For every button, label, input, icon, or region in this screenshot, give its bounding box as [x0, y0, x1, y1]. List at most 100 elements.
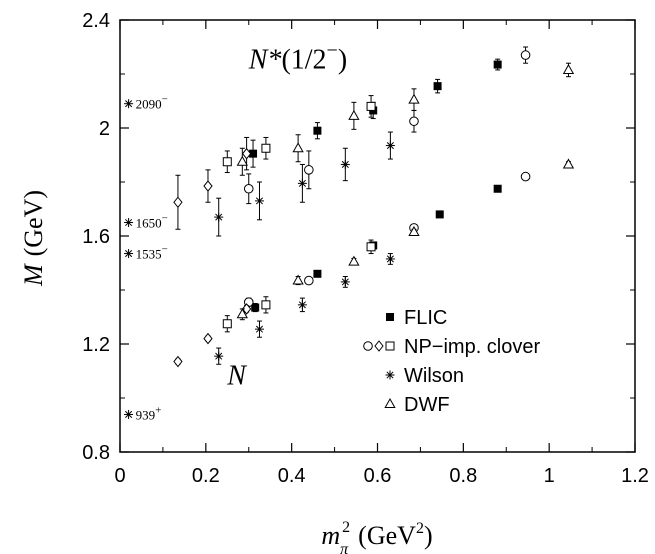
data-marks: [173, 46, 575, 368]
filled-square-marker: [313, 126, 322, 135]
data-point: [222, 157, 232, 167]
filled-square-marker: [435, 210, 444, 219]
open-triangle-marker: [408, 225, 420, 236]
y-tick-label: 2: [99, 118, 110, 140]
experimental-parity: +: [155, 404, 161, 416]
open-diamond-marker: [241, 303, 252, 315]
annotation-nstar: N*(1/2−): [248, 40, 347, 76]
experimental-point: [124, 99, 134, 109]
asterisk-stroke: [386, 371, 394, 379]
x-axis-superscript: 2: [342, 519, 350, 536]
experimental-label: 939+: [136, 404, 162, 422]
asterisk-stroke: [386, 142, 394, 150]
asterisk-stroke: [125, 410, 133, 419]
open-triangle-marker: [236, 155, 248, 166]
legend-label: NP−imp. clover: [404, 336, 540, 358]
data-point: [261, 143, 271, 153]
data-point: [409, 116, 419, 127]
x-axis-label: m 2 π (GeV2): [321, 519, 432, 554]
data-point: [408, 225, 420, 236]
legend-marker: [385, 341, 395, 351]
data-point: [249, 149, 258, 158]
open-circle-marker: [409, 116, 419, 127]
data-point: [408, 93, 420, 104]
open-square-marker: [222, 319, 232, 329]
x-tick-labels: 0 0.2 0.4 0.6 0.8 1 1.2: [114, 465, 648, 487]
data-point: [241, 147, 252, 160]
data-point: [254, 324, 264, 334]
x-tick-label: 1: [544, 465, 555, 487]
open-square-marker: [366, 242, 376, 252]
y-axis-label: M (GeV): [19, 190, 48, 287]
data-point: [297, 300, 307, 310]
experimental-parity: −: [162, 94, 168, 106]
x-axis-unit-pre: (GeV: [358, 521, 416, 550]
data-point: [243, 183, 254, 194]
open-triangle-marker: [408, 93, 420, 104]
open-triangle-marker: [348, 109, 360, 120]
data-point: [214, 212, 224, 222]
asterisk-stroke: [125, 218, 133, 227]
experimental-point: [124, 218, 134, 227]
asterisk-stroke: [215, 352, 223, 360]
open-square-marker: [385, 341, 395, 351]
y-axis-unit: (GeV): [19, 190, 48, 256]
x-axis-subscript: π: [340, 541, 349, 554]
open-square-marker: [366, 101, 376, 111]
asterisk-stroke: [215, 213, 223, 221]
annotation-text: N: [226, 361, 247, 392]
annotation-text: N*: [248, 45, 282, 76]
open-triangle-marker: [384, 397, 396, 408]
x-tick-label: 0.6: [364, 465, 392, 487]
y-axis-symbol: M: [19, 263, 48, 287]
data-point: [520, 50, 531, 60]
data-point: [297, 178, 307, 188]
experimental-parity: −: [162, 244, 168, 256]
open-circle-marker: [520, 171, 531, 182]
annotation-parity: −: [327, 40, 338, 62]
data-point: [313, 126, 322, 135]
data-point: [435, 210, 444, 219]
asterisk-stroke: [125, 250, 133, 258]
legend-label: Wilson: [404, 365, 464, 387]
data-point: [236, 308, 248, 319]
experimental-marks: 2090− 1650− 1535− 939+: [124, 94, 168, 422]
asterisk-stroke: [125, 100, 133, 108]
data-point: [236, 155, 248, 166]
open-circle-marker: [520, 50, 531, 60]
data-point: [493, 184, 502, 193]
open-diamond-marker: [203, 180, 213, 192]
data-point: [366, 101, 376, 111]
data-point: [203, 332, 213, 345]
experimental-point: [124, 249, 134, 259]
open-square-marker: [261, 143, 271, 153]
y-tick-label: 1.2: [82, 334, 110, 356]
data-point: [493, 60, 502, 69]
data-point: [348, 255, 360, 266]
data-point: [340, 159, 350, 169]
open-triangle-marker: [292, 274, 304, 285]
data-point: [366, 242, 376, 252]
data-point: [562, 158, 575, 169]
data-point: [241, 303, 252, 315]
legend-marker: [386, 313, 394, 321]
open-diamond-marker: [241, 147, 252, 160]
experimental-parity: −: [162, 213, 168, 225]
data-point: [254, 196, 264, 206]
data-point: [292, 142, 304, 153]
open-circle-marker: [304, 165, 314, 175]
legend: FLIC NP−imp. clover Wilson DWF: [363, 307, 540, 416]
x-tick-label: 0.2: [192, 465, 220, 487]
data-point: [251, 303, 260, 312]
open-square-marker: [222, 157, 232, 167]
asterisk-stroke: [386, 255, 394, 263]
x-axis-unit-sup: 2: [416, 520, 424, 537]
x-tick-label: 0.4: [278, 465, 306, 487]
data-point: [433, 82, 442, 91]
y-tick-label: 0.8: [82, 442, 110, 464]
x-tick-label: 0: [114, 465, 125, 487]
data-point: [385, 254, 395, 264]
asterisk-stroke: [341, 278, 349, 286]
data-point: [562, 63, 575, 74]
x-tick-label: 0.8: [449, 465, 477, 487]
